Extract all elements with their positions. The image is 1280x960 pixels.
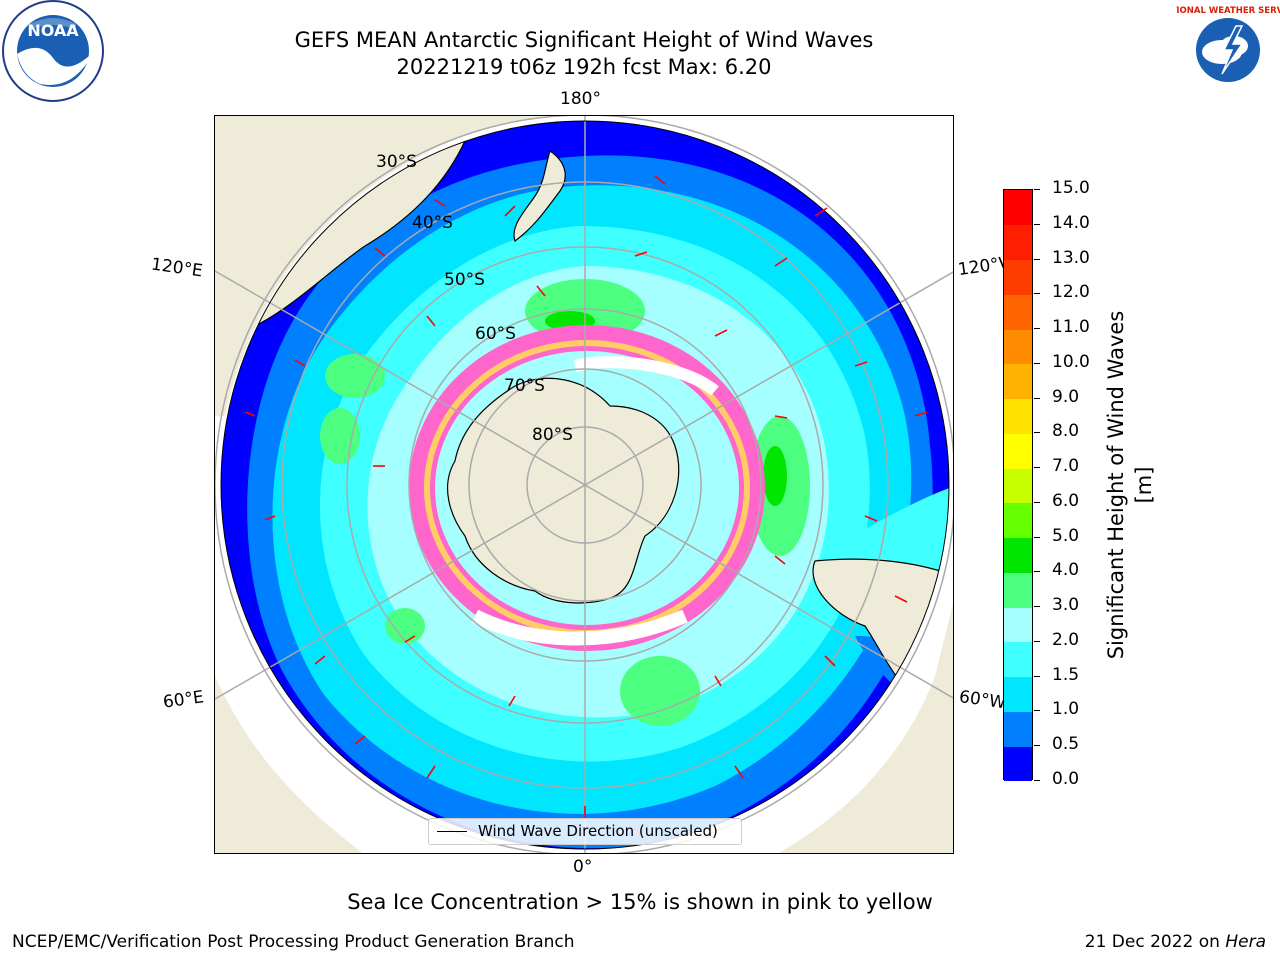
- noaa-logo: NOAA: [0, 0, 106, 110]
- legend-text: Wind Wave Direction (unscaled): [478, 822, 718, 840]
- colorbar-band: [1004, 468, 1032, 504]
- antarctica-land: [447, 377, 680, 604]
- colorbar-tick-label: 11.0: [1052, 317, 1090, 338]
- colorbar-tick: [1034, 258, 1040, 260]
- lon-label-120w: 120°W: [956, 253, 1006, 281]
- colorbar-tick-label: 15.0: [1052, 178, 1090, 198]
- colorbar-tick: [1034, 397, 1040, 399]
- chart-title: GEFS MEAN Antarctic Significant Height o…: [294, 28, 874, 52]
- colorbar-band: [1004, 433, 1032, 469]
- legend-line-sample: [437, 831, 467, 832]
- colorbar-tick-label: 8.0: [1052, 421, 1080, 442]
- colorbar-tick: [1034, 501, 1040, 503]
- map-legend: Wind Wave Direction (unscaled): [428, 818, 742, 845]
- meridian-lines: [215, 116, 953, 853]
- colorbar-tick: [1034, 640, 1040, 642]
- lat-label-80s: 80°S: [532, 425, 573, 445]
- run-host: Hera: [1225, 932, 1266, 952]
- nws-logo-text: NATIONAL WEATHER SERVICE: [1176, 6, 1280, 16]
- colorbar-tick: [1034, 536, 1040, 538]
- colorbar-tick: [1034, 189, 1040, 190]
- colorbar-tick-label: 0.0: [1052, 769, 1080, 789]
- lat-label-40s: 40°S: [412, 213, 453, 233]
- colorbar-tick-label: 1.0: [1052, 699, 1080, 720]
- colorbar-tick: [1034, 675, 1040, 677]
- colorbar-tick-label: 4.0: [1052, 560, 1080, 581]
- colorbar-tick: [1034, 293, 1040, 295]
- colorbar-band: [1004, 294, 1032, 330]
- lon-label-60e: 60°E: [161, 687, 206, 713]
- colorbar-band: [1004, 502, 1032, 539]
- lon-label-60w: 60°W: [957, 687, 1005, 713]
- lon-label-180: 180°: [560, 89, 601, 109]
- colorbar-tick: [1034, 606, 1040, 608]
- colorbar-tick-label: 14.0: [1052, 212, 1090, 233]
- colorbar-title: Significant Height of Wind Waves [m]: [1104, 310, 1156, 660]
- colorbar-tick-label: 5.0: [1052, 525, 1080, 546]
- colorbar-band: [1004, 641, 1032, 678]
- colorbar-tick: [1034, 362, 1040, 364]
- colorbar-band: [1004, 572, 1032, 608]
- lon-label-0: 0°: [573, 857, 593, 877]
- colorbar-band: [1004, 746, 1032, 782]
- colorbar-band: [1004, 537, 1032, 573]
- colorbar-band: [1004, 607, 1032, 643]
- nws-logo: NATIONAL WEATHER SERVICE: [1158, 0, 1280, 108]
- colorbar-tick-label: 10.0: [1052, 351, 1090, 372]
- colorbar-tick-label: 3.0: [1052, 595, 1080, 616]
- colorbar-band: [1004, 398, 1032, 434]
- colorbar-tick: [1034, 432, 1040, 434]
- colorbar-band: [1004, 329, 1032, 365]
- colorbar: [1003, 189, 1033, 782]
- producer-credit: NCEP/EMC/Verification Post Processing Pr…: [12, 932, 575, 952]
- colorbar-tick-label: 6.0: [1052, 490, 1080, 511]
- lat-label-60s: 60°S: [475, 324, 516, 344]
- colorbar-tick-label: 2.0: [1052, 629, 1080, 650]
- colorbar-tick-label: 13.0: [1052, 247, 1090, 268]
- chart-subtitle: 20221219 t06z 192h fcst Max: 6.20: [396, 55, 772, 79]
- lat-label-30s: 30°S: [376, 152, 417, 172]
- run-date-text: 21 Dec 2022 on: [1084, 932, 1220, 952]
- colorbar-band: [1004, 711, 1032, 747]
- lat-label-50s: 50°S: [444, 270, 485, 290]
- noaa-logo-text: NOAA: [27, 21, 79, 40]
- map-canvas: [215, 116, 953, 853]
- colorbar-band: [1004, 363, 1032, 400]
- colorbar-tick-label: 0.5: [1052, 734, 1080, 755]
- polar-map: [214, 115, 954, 854]
- lon-label-120e: 120°E: [149, 254, 204, 282]
- colorbar-band: [1004, 224, 1032, 260]
- colorbar-tick-label: 7.0: [1052, 456, 1080, 477]
- colorbar-tick: [1034, 571, 1040, 573]
- colorbar-tick-label: 12.0: [1052, 282, 1090, 303]
- sea-ice-note: Sea Ice Concentration > 15% is shown in …: [347, 890, 933, 914]
- colorbar-band: [1004, 676, 1032, 712]
- colorbar-tick-label: 1.5: [1052, 664, 1080, 685]
- colorbar-band: [1004, 259, 1032, 295]
- lat-label-70s: 70°S: [504, 376, 545, 396]
- colorbar-tick: [1034, 745, 1040, 747]
- colorbar-band: [1004, 190, 1032, 226]
- wave-height-field: [221, 121, 949, 849]
- colorbar-tick: [1034, 780, 1040, 781]
- africa-outside-disk: [215, 676, 363, 853]
- colorbar-tick: [1034, 710, 1040, 712]
- colorbar-tick: [1034, 467, 1040, 469]
- map-disk-border: [220, 120, 950, 850]
- colorbar-tick: [1034, 328, 1040, 330]
- australia-outside-disk: [215, 116, 545, 416]
- south-america-outside-disk: [778, 604, 953, 853]
- run-date: 21 Dec 2022 on Hera: [1085, 932, 1266, 952]
- new-zealand-land: [513, 150, 566, 242]
- colorbar-tick: [1034, 223, 1040, 225]
- colorbar-tick-label: 9.0: [1052, 386, 1080, 407]
